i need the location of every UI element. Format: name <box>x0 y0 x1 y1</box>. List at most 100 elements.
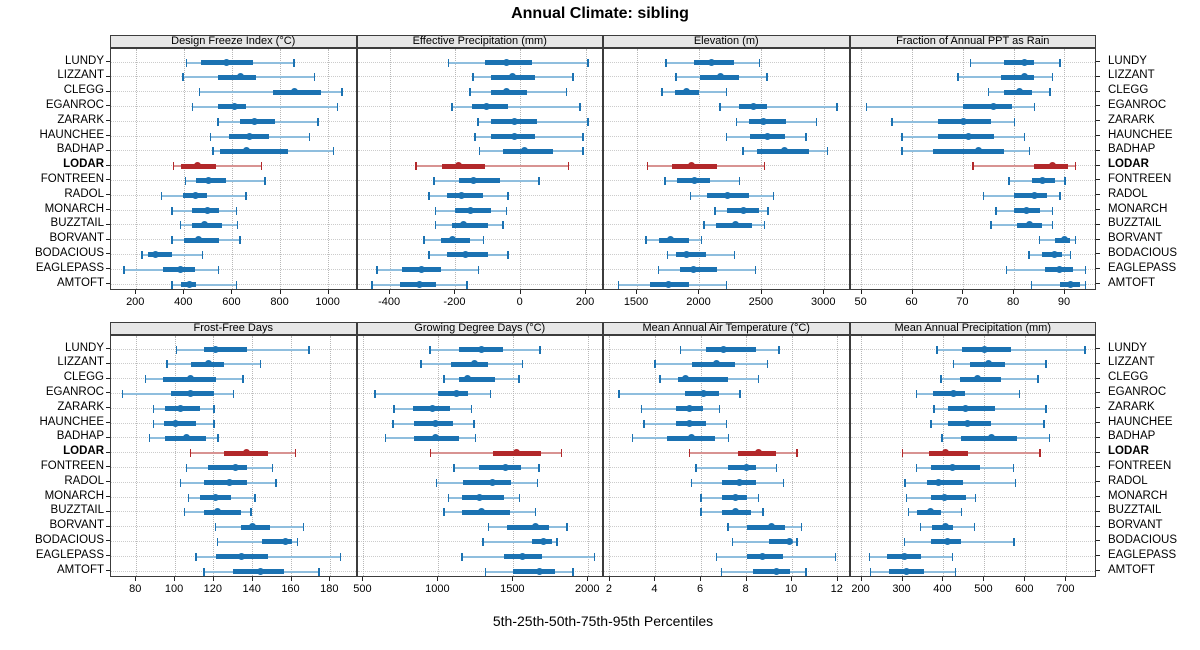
whisker-cap-high <box>521 360 524 369</box>
station-label-right: LODAR <box>1108 158 1149 171</box>
row-tick-left <box>106 283 110 284</box>
axis-tick-label: 90 <box>1057 296 1071 308</box>
median-dot <box>754 449 762 457</box>
row-tick-right <box>1096 362 1100 364</box>
median-dot <box>204 176 212 184</box>
whisker-cap-low <box>428 191 430 200</box>
median-dot <box>502 88 510 96</box>
median-dot <box>476 493 484 501</box>
whisker-cap-high <box>579 102 581 111</box>
whisker-cap-high <box>313 73 316 82</box>
iqr-bar <box>208 465 247 471</box>
row-gridline <box>850 239 1096 241</box>
iqr-bar <box>947 406 995 412</box>
whisker-cap-low <box>172 162 175 171</box>
station-label-left: AMTOFT <box>56 276 104 289</box>
whisker-cap-high <box>974 493 977 502</box>
row-tick-left <box>106 164 110 166</box>
whisker-cap-low <box>990 221 992 230</box>
whisker-line <box>416 165 569 168</box>
axis-tick-label: 10 <box>785 583 798 595</box>
vertical-gridline <box>791 336 793 576</box>
median-dot <box>772 567 780 575</box>
whisker-cap-low <box>952 360 955 369</box>
median-dot <box>291 88 299 96</box>
station-label-right: CLEGG <box>1108 371 1149 384</box>
whisker-cap-low <box>152 419 155 428</box>
panel-header: Growing Degree Days (°C) <box>356 322 603 335</box>
axis-tick <box>1024 577 1026 581</box>
whisker-cap-low <box>640 404 643 413</box>
whisker-cap-high <box>805 132 807 141</box>
whisker-cap-high <box>217 434 219 443</box>
row-gridline <box>850 224 1096 226</box>
row-tick-right <box>1096 407 1100 409</box>
station-label-right: RADOL <box>1108 187 1148 200</box>
whisker-cap-low <box>903 537 906 546</box>
axis-tick-label: 2 <box>605 583 612 595</box>
whisker-cap-high <box>1018 389 1021 398</box>
median-dot <box>488 478 496 486</box>
axis-tick <box>860 290 862 294</box>
whisker-cap-low <box>191 102 194 111</box>
whisker-cap-high <box>482 236 485 245</box>
median-dot <box>990 102 998 110</box>
row-tick-left <box>106 179 110 181</box>
vertical-gridline <box>328 49 330 289</box>
whisker-line <box>619 392 740 395</box>
whisker-cap-low <box>374 389 376 398</box>
whisker-cap-low <box>714 206 716 215</box>
row-tick-left <box>106 253 110 255</box>
vertical-gridline <box>1013 49 1015 289</box>
vertical-gridline <box>861 336 863 576</box>
row-tick-right <box>1096 194 1100 196</box>
whisker-cap-high <box>1084 265 1087 274</box>
whisker-cap-high <box>766 73 768 82</box>
whisker-cap-high <box>239 236 241 245</box>
row-tick-left <box>106 268 110 270</box>
whisker-cap-low <box>865 102 868 111</box>
whisker-cap-low <box>1030 280 1033 289</box>
whisker-cap-high <box>1064 176 1066 185</box>
median-dot <box>502 58 510 66</box>
row-tick-left <box>106 377 110 379</box>
median-dot <box>469 176 477 184</box>
panel-header: Design Freeze Index (°C) <box>110 35 357 48</box>
median-dot <box>536 567 544 575</box>
whisker-cap-low <box>665 58 667 67</box>
whisker-cap-high <box>296 537 299 546</box>
whisker-cap-high <box>317 117 319 126</box>
row-tick-right <box>1096 451 1100 453</box>
whisker-cap-high <box>796 537 798 546</box>
median-dot <box>975 147 983 155</box>
station-label-left: BORVANT <box>49 232 104 245</box>
whisker-cap-high <box>567 162 570 171</box>
vertical-gridline <box>587 336 589 576</box>
median-dot <box>416 280 424 288</box>
whisker-cap-low <box>715 552 718 561</box>
median-dot <box>520 147 528 155</box>
panel-plot-area <box>356 48 603 290</box>
whisker-cap-low <box>915 389 918 398</box>
whisker-cap-low <box>987 88 990 97</box>
row-tick-left <box>106 392 110 394</box>
row-gridline <box>850 268 1096 270</box>
whisker-cap-high <box>302 523 305 532</box>
vertical-gridline <box>135 336 137 576</box>
vertical-gridline <box>609 336 611 576</box>
row-tick-left <box>106 194 110 196</box>
whisker-cap-high <box>242 375 244 384</box>
axis-tick-label: 600 <box>222 296 241 308</box>
whisker-cap-low <box>484 567 487 576</box>
whisker-cap-low <box>487 523 490 532</box>
row-tick-right <box>1096 436 1100 438</box>
whisker-line <box>937 348 1085 351</box>
axis-tick <box>362 577 364 581</box>
median-dot <box>940 493 948 501</box>
median-dot <box>539 537 547 545</box>
whisker-cap-high <box>725 419 728 428</box>
axis-tick-label: 200 <box>575 296 595 308</box>
whisker-cap-low <box>447 493 450 502</box>
row-tick-right <box>1096 555 1100 557</box>
